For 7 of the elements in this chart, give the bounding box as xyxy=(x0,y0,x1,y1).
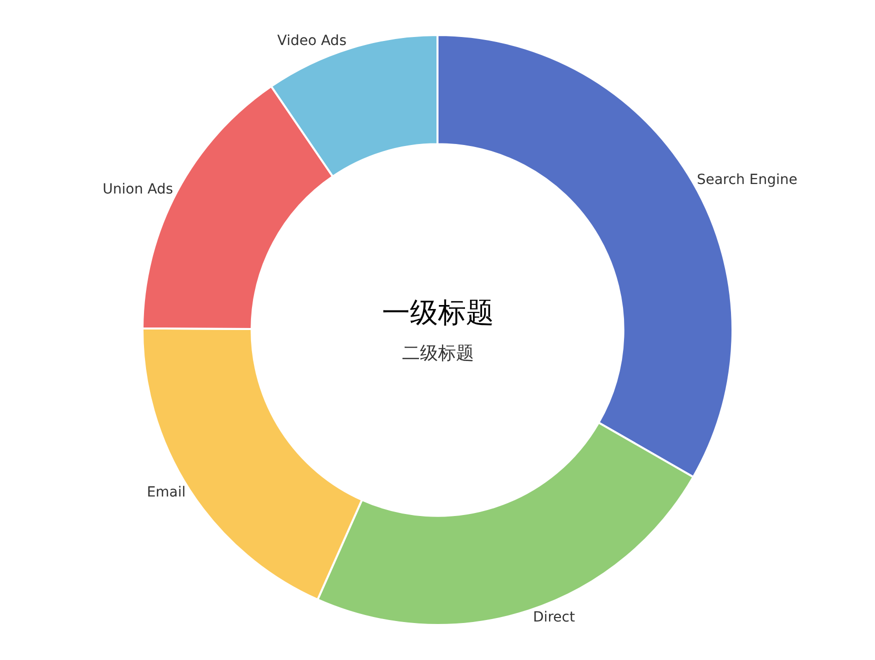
text: 二级标题 xyxy=(402,343,474,364)
text: 一级标题 xyxy=(382,296,494,329)
slice-label: Union Ads xyxy=(102,182,174,198)
slice-label: Email xyxy=(146,484,186,500)
slice-label: Search Engine xyxy=(696,172,798,188)
slice-label: Video Ads xyxy=(277,32,346,49)
slice-label: Direct xyxy=(533,610,576,626)
